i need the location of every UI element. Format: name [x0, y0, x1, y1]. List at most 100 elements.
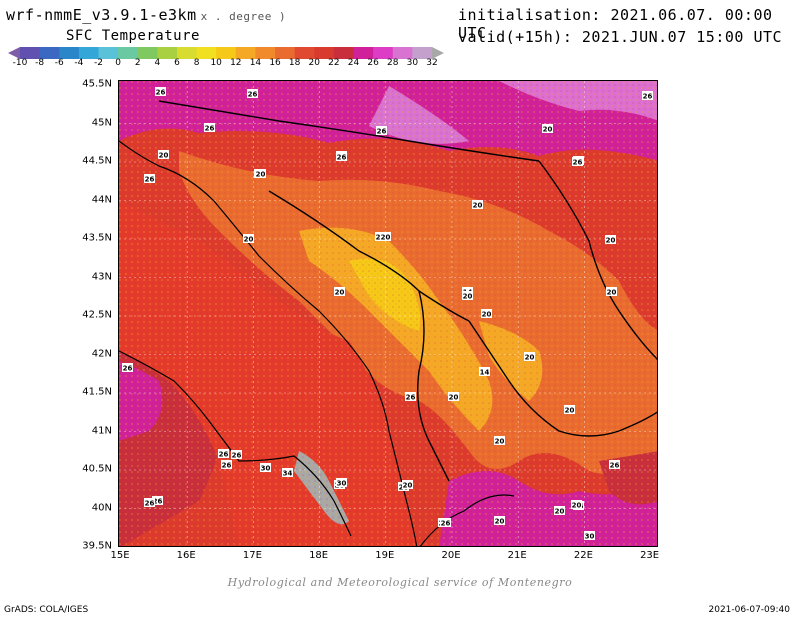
longitude-label: 20E — [441, 550, 461, 561]
italy-coast — [119, 350, 352, 537]
colorbar-tick-label: 6 — [174, 58, 180, 68]
svg-text:26: 26 — [145, 500, 155, 508]
colorbar-segment — [137, 47, 158, 59]
svg-text:26: 26 — [123, 365, 133, 373]
longitude-label: 15E — [110, 550, 130, 561]
contour-label: 20 — [402, 480, 413, 490]
contour-label: 20 — [564, 405, 575, 415]
svg-text:20: 20 — [159, 152, 169, 160]
colorbar-tick-label: 8 — [193, 58, 200, 68]
longitude-label: 21E — [507, 550, 527, 561]
latitude-label: 43.5N — [82, 232, 112, 244]
contour-label: 26 — [218, 449, 229, 459]
contour-label: 20 — [334, 287, 345, 297]
model-name: wrf-nmmE_v3.9.1-e3km — [6, 6, 197, 24]
temperature-colorbar — [8, 47, 444, 59]
svg-text:26: 26 — [610, 462, 620, 470]
colorbar-segment — [432, 47, 444, 59]
svg-text:20: 20 — [449, 394, 459, 402]
credit-line: Hydrological and Meteorological service … — [227, 576, 573, 589]
svg-text:26: 26 — [248, 91, 258, 99]
svg-text:26: 26 — [222, 462, 232, 470]
contour-label: 26 — [376, 126, 387, 136]
svg-text:26: 26 — [441, 520, 451, 528]
contour-label: 20 — [472, 200, 483, 210]
colorbar-segment — [98, 47, 119, 59]
greece-coast — [419, 494, 515, 546]
svg-text:20: 20 — [256, 171, 266, 179]
contour-label: 26 — [122, 363, 133, 373]
valid-time: valid(+15h): 2021.JUN.07 15:00 UTC — [458, 28, 783, 46]
colorbar-segment — [20, 47, 41, 59]
colorbar-tick-label: -4 — [74, 58, 84, 68]
svg-text:26: 26 — [219, 451, 229, 459]
svg-text:20: 20 — [606, 237, 616, 245]
colorbar-segment — [392, 47, 413, 59]
svg-text:30: 30 — [261, 465, 271, 473]
colorbar-tick-label: 24 — [347, 58, 360, 68]
colorbar-tick-label: -6 — [54, 58, 64, 68]
latitude-label: 42N — [91, 348, 112, 359]
svg-text:20: 20 — [463, 293, 473, 301]
colorbar-tick-label: 14 — [249, 58, 262, 68]
contour-label: 26 — [440, 518, 451, 528]
colorbar-tick-label: 4 — [154, 58, 161, 68]
colorbar-tick-label: -10 — [12, 58, 28, 68]
colorbar-segment — [196, 47, 217, 59]
border-macedonia — [468, 320, 657, 437]
contour-label: 30 — [584, 531, 595, 541]
svg-text:26: 26 — [337, 154, 347, 162]
colorbar-segment — [275, 47, 296, 59]
svg-text:14: 14 — [480, 369, 490, 377]
svg-text:20: 20 — [572, 502, 582, 510]
country-borders — [158, 100, 657, 482]
svg-text:20: 20 — [244, 236, 254, 244]
svg-text:20: 20 — [381, 234, 391, 242]
colorbar-tick-label: 30 — [406, 58, 419, 68]
colorbar-tick-label: 10 — [210, 58, 222, 68]
contour-label: 20 — [494, 436, 505, 446]
contour-label: 26 — [204, 123, 215, 133]
latitude-label: 45.5N — [82, 78, 112, 90]
contour-label: 26 — [405, 392, 416, 402]
colorbar-segment — [294, 47, 315, 59]
svg-text:20: 20 — [403, 482, 413, 490]
contour-label: 20 — [542, 124, 553, 134]
contour-label: 26 — [572, 157, 583, 167]
colorbar-tick-label: 2 — [134, 58, 141, 68]
svg-text:20: 20 — [495, 518, 505, 526]
svg-text:20: 20 — [555, 508, 565, 516]
temperature-map: 2626262620202620202626202026202020142020… — [118, 80, 658, 547]
longitude-label: 23E — [640, 550, 660, 561]
svg-text:26: 26 — [153, 498, 163, 506]
footer-timestamp: 2021-06-07-09:40 — [708, 605, 791, 615]
contour-labels: 2626262620202620202626202026202020142020… — [122, 87, 653, 541]
contour-label: 26 — [336, 152, 347, 162]
colorbar-tick-label: -8 — [35, 58, 45, 68]
colorbar-segment — [412, 47, 433, 59]
colorbar-segment — [353, 47, 374, 59]
contour-label: 26 — [609, 460, 620, 470]
contour-label: 26 — [144, 174, 155, 184]
colorbar-segment — [39, 47, 60, 59]
latitude-label: 39.5N — [82, 540, 112, 552]
svg-text:20: 20 — [473, 202, 483, 210]
colorbar-segment — [216, 47, 237, 59]
colorbar-segment — [255, 47, 276, 59]
longitude-label: 18E — [309, 550, 329, 561]
colorbar-tick-label: 22 — [328, 58, 340, 68]
border-albania — [417, 290, 450, 482]
colorbar-tick-label: 0 — [115, 58, 121, 68]
colorbar-segment — [314, 47, 335, 59]
svg-text:20: 20 — [482, 311, 492, 319]
contour-label: 30 — [336, 478, 347, 488]
colorbar-tick-label: 28 — [387, 58, 399, 68]
svg-text:34: 34 — [283, 470, 293, 478]
contour-label: 20 — [448, 392, 459, 402]
colorbar-tick-label: 12 — [230, 58, 242, 68]
contour-label: 30 — [260, 463, 271, 473]
svg-text:26: 26 — [406, 394, 416, 402]
latitude-label: 44.5N — [82, 155, 112, 167]
border-bih — [268, 190, 470, 322]
contour-label: 26 — [152, 496, 163, 506]
